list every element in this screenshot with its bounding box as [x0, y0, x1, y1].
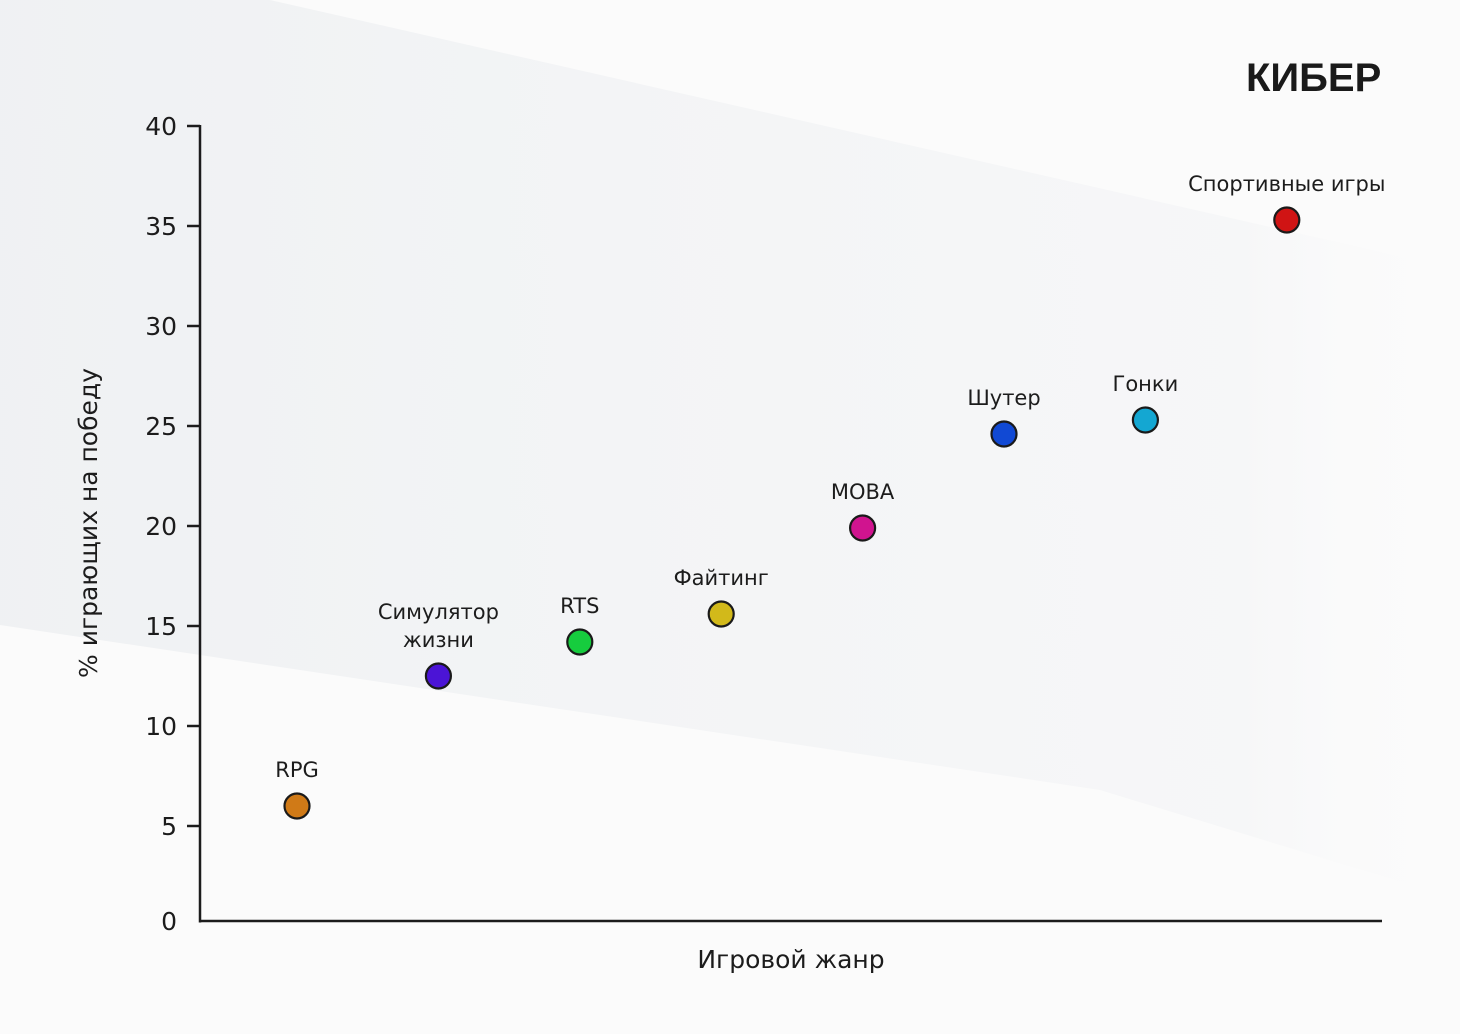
point-label: Шутер — [967, 386, 1040, 410]
x-axis-title: Игровой жанр — [697, 945, 884, 974]
point-label: жизни — [403, 628, 474, 652]
y-tick-label: 5 — [161, 812, 177, 841]
point-label: Гонки — [1113, 372, 1179, 396]
y-tick-label: 10 — [145, 712, 177, 741]
data-point-гонки: Гонки — [1113, 372, 1179, 434]
data-point-moba: MOBA — [831, 480, 895, 542]
y-axis: 0 5 10 15 20 25 30 35 40 — [145, 112, 202, 936]
point-marker — [848, 514, 877, 542]
y-tick-label: 0 — [161, 907, 177, 936]
point-marker — [707, 600, 735, 628]
point-marker — [1131, 406, 1160, 434]
point-label: RTS — [560, 594, 599, 618]
y-tick-label: 15 — [145, 612, 177, 641]
y-tick-label: 40 — [145, 112, 177, 141]
point-marker — [424, 662, 452, 690]
point-label: Файтинг — [674, 566, 769, 590]
point-marker — [990, 420, 1018, 448]
point-marker — [1273, 206, 1301, 234]
y-tick-label: 35 — [145, 212, 177, 241]
kiber-logo: КИБЕР — [1246, 56, 1382, 100]
data-point-rts: RTS — [560, 594, 599, 656]
data-point-шутер: Шутер — [967, 386, 1041, 448]
point-label: Симулятор — [378, 600, 499, 624]
point-marker — [283, 792, 311, 820]
data-points: RPG Симулятор жизни RTS Файтинг MOBA Шутер Гонк… — [275, 172, 1385, 820]
data-point-файтинг: Файтинг — [674, 566, 769, 628]
data-point-симулятор-жизни: Симулятор жизни — [378, 600, 499, 690]
data-point-спортивные-игры: Спортивные игры — [1188, 172, 1385, 234]
point-label: Спортивные игры — [1188, 172, 1385, 196]
y-tick-label: 20 — [145, 512, 177, 541]
point-marker — [566, 628, 594, 656]
y-tick-label: 25 — [145, 412, 177, 441]
y-axis-title: % играющих на победу — [74, 368, 103, 678]
point-label: RPG — [275, 758, 319, 782]
data-point-rpg: RPG — [275, 758, 319, 820]
y-tick-label: 30 — [145, 312, 177, 341]
point-label: MOBA — [831, 480, 895, 504]
